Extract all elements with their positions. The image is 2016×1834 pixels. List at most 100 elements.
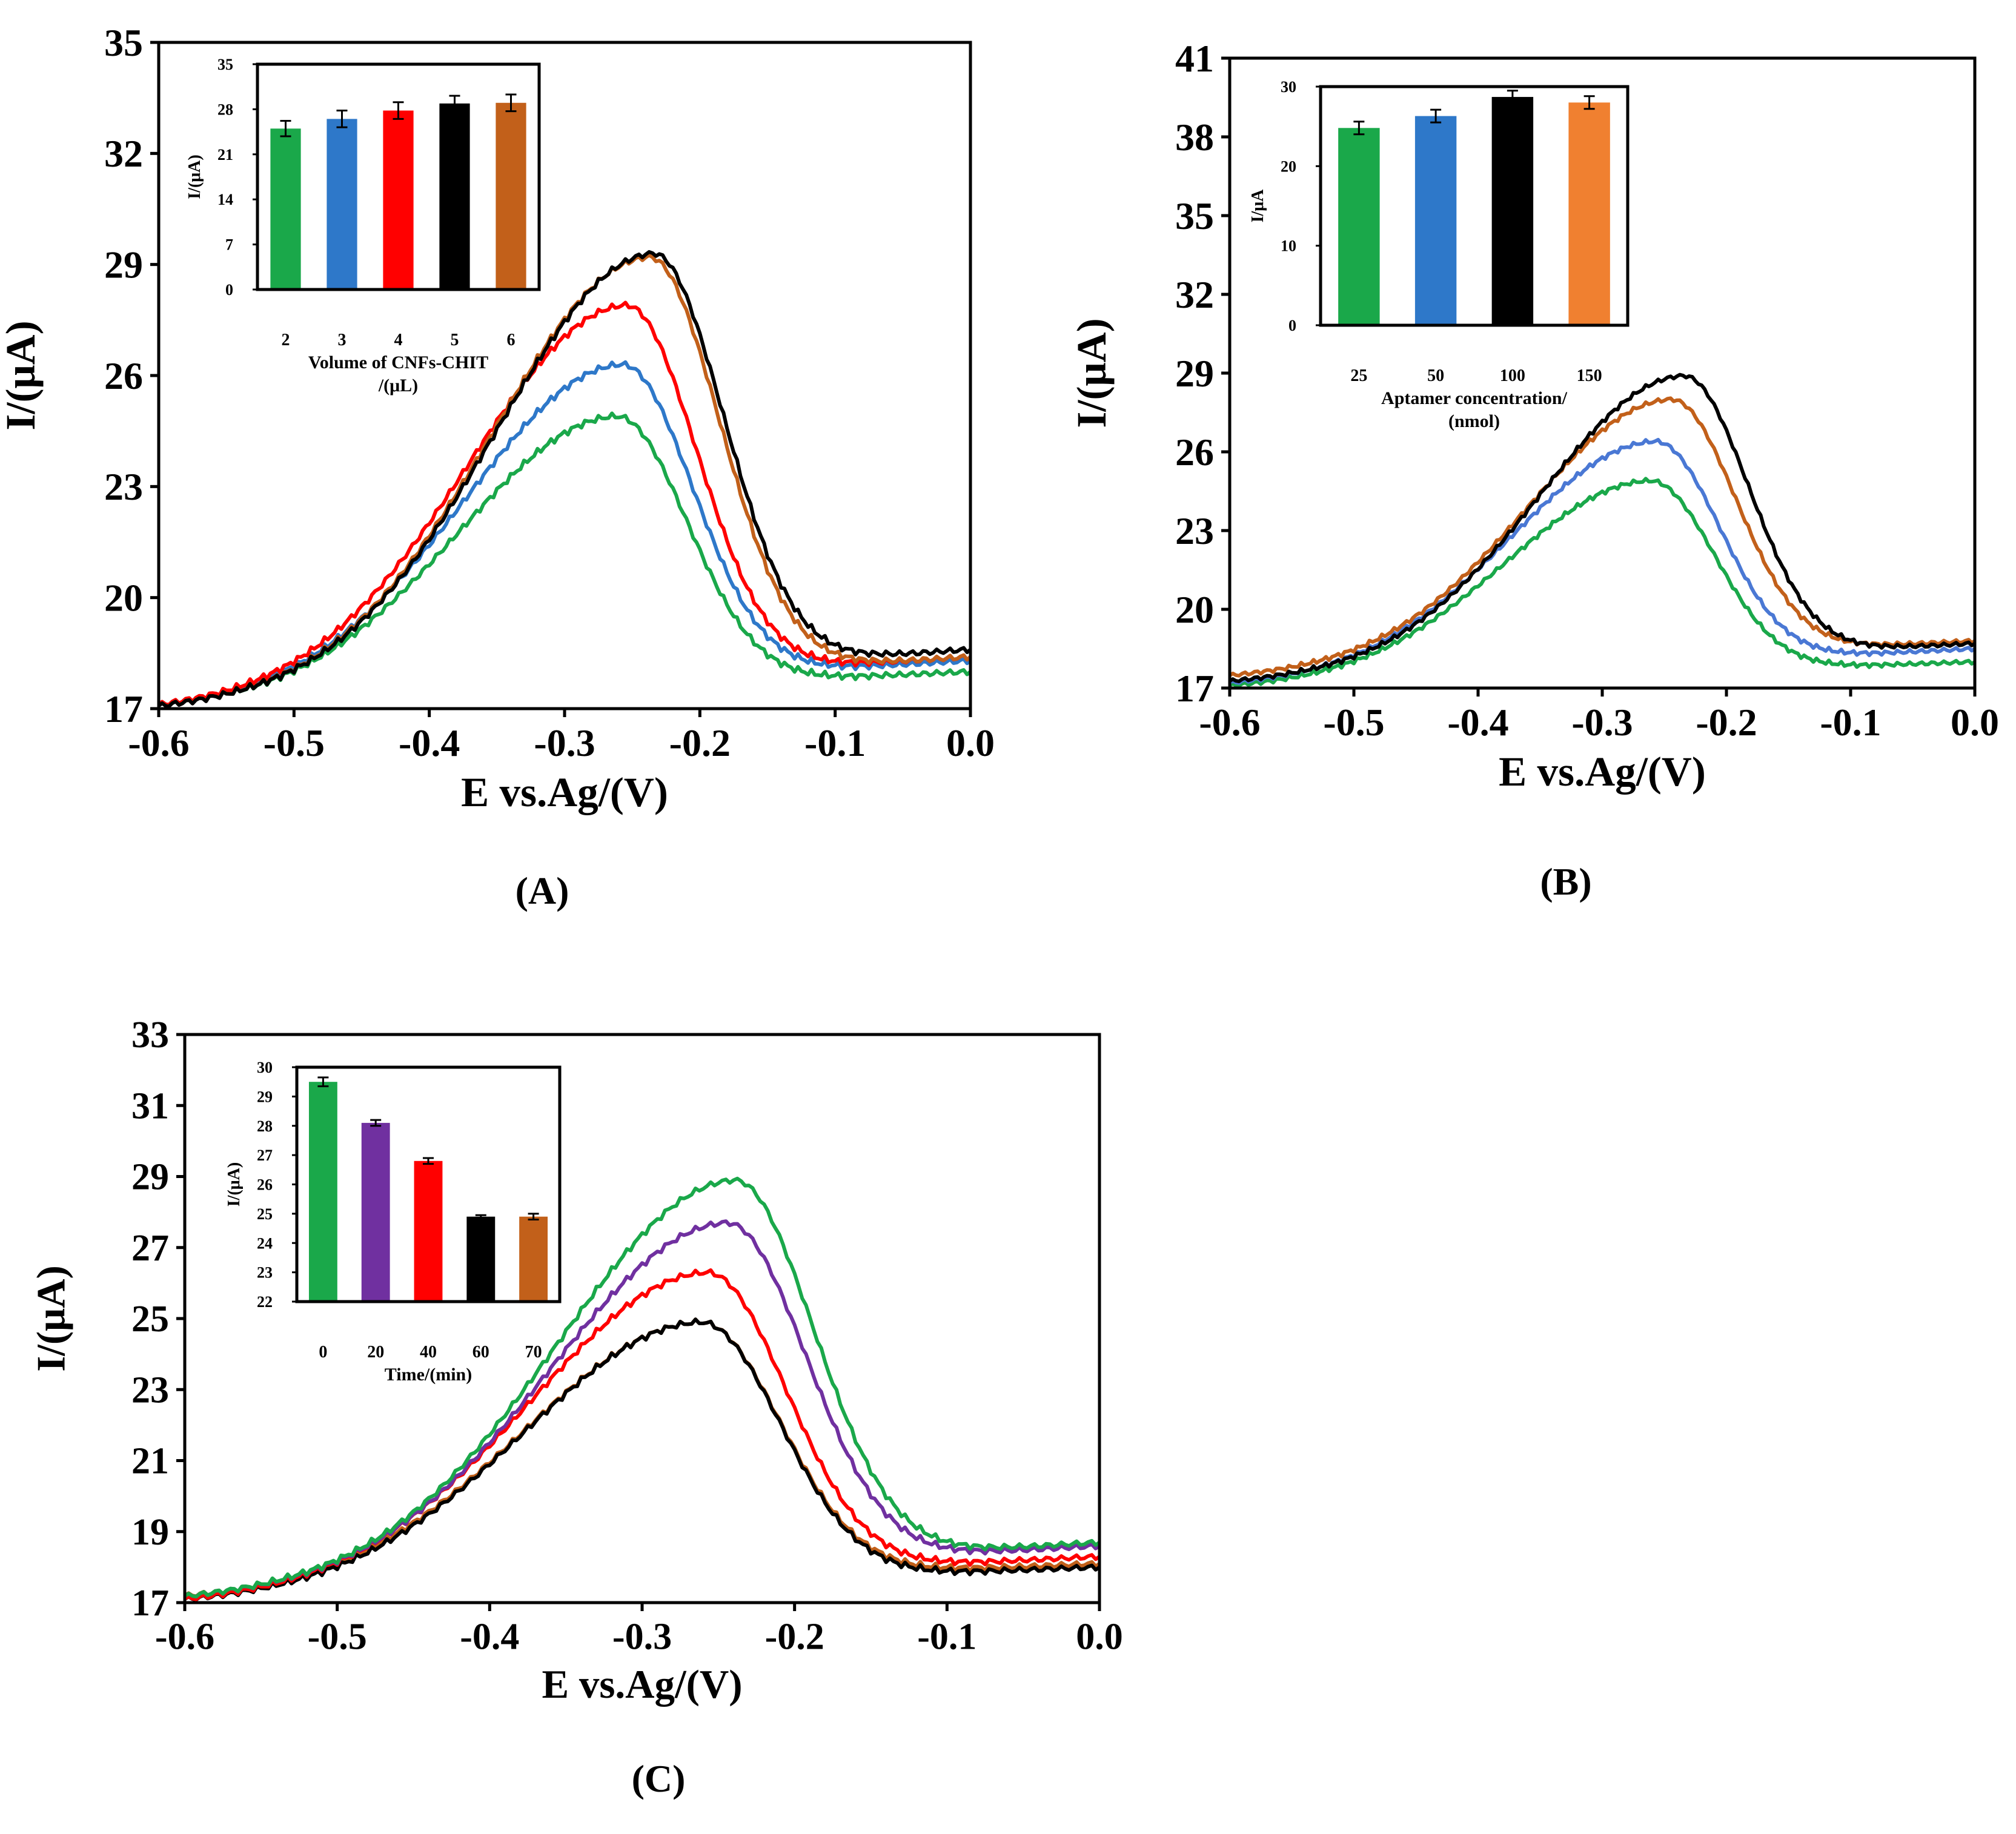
panel-label: (A) (516, 869, 569, 912)
inset-bar-70 (519, 1216, 548, 1302)
y-tick-label: 19 (131, 1512, 169, 1553)
inset-bar-3 (327, 119, 357, 290)
y-tick-label: 29 (131, 1157, 169, 1198)
inset-x-tick-label: 20 (367, 1343, 384, 1362)
x-tick-label: -0.4 (460, 1617, 519, 1658)
x-tick-label: -0.2 (1696, 701, 1757, 744)
series-line-4 (158, 300, 972, 707)
inset-y-axis-label: I/(μA) (185, 154, 204, 199)
x-axis-label: E vs.Ag/(V) (542, 1662, 742, 1707)
inset-y-tick-label: 28 (217, 101, 233, 118)
x-tick-label: -0.5 (264, 721, 325, 764)
x-axis-label: E vs.Ag/(V) (1499, 748, 1706, 795)
inset-bar-20 (361, 1122, 390, 1302)
inset-y-tick-label: 7 (225, 236, 233, 254)
inset-y-tick-label: 23 (257, 1264, 273, 1282)
inset-bar-6 (496, 102, 526, 290)
inset-x-axis-label: Volume of CNFs-CHIT (308, 353, 488, 372)
inset-frame (1319, 85, 1630, 327)
panel-label: (C) (632, 1757, 686, 1800)
inset-x-axis-label: Time/(min) (385, 1365, 472, 1385)
series-line-25 (1228, 477, 1976, 688)
y-tick-label: 26 (1175, 431, 1214, 474)
y-tick-label: 17 (104, 687, 143, 730)
inset-bar-chart: 25 50 100 150 0 10 20 30 Aptamer concentration/ (… (1248, 78, 1630, 431)
x-tick-label: -0.1 (917, 1617, 976, 1658)
y-tick-label: 31 (131, 1085, 169, 1127)
inset-y-tick-label: 27 (257, 1147, 273, 1164)
x-tick-label: 0.0 (946, 721, 995, 764)
x-tick-label: -0.1 (804, 721, 866, 764)
inset-bar-50 (1414, 116, 1457, 326)
inset-y-tick-label: 21 (217, 146, 233, 164)
y-tick-label: 41 (1175, 37, 1214, 80)
y-axis-label: I/(μA) (1068, 318, 1115, 428)
inset-bar-100 (1491, 97, 1534, 325)
inset-x-tick-label: 25 (1350, 366, 1367, 385)
inset-y-tick-label: 25 (257, 1205, 273, 1223)
x-tick-label: -0.6 (128, 721, 189, 764)
inset-x-tick-label: 40 (420, 1343, 437, 1362)
x-tick-label: -0.4 (1447, 701, 1508, 744)
series-line-150 (1228, 396, 1976, 678)
inset-y-tick-label: 10 (1281, 237, 1296, 255)
inset-y-tick-label: 29 (257, 1088, 273, 1105)
inset-x-axis-label-line2: (nmol) (1448, 411, 1500, 431)
inset-bar-chart: 2 3 4 5 6 0 7 14 21 28 35 Volume of CNFs-CHIT /(μL) I… (185, 56, 541, 396)
inset-x-tick-label: 4 (394, 331, 403, 349)
inset-x-tick-label: 100 (1500, 366, 1525, 385)
y-tick-label: 23 (1175, 509, 1214, 552)
panel-b: 17 20 23 26 29 32 35 38 41 -0.6 -0.5 -0.4 -0.3 -0.2 -0… (1068, 37, 1999, 903)
x-tick-label: -0.2 (765, 1617, 824, 1658)
inset-x-axis-label-line2: /(μL) (378, 376, 418, 396)
panel-c: 17 19 21 23 25 27 29 31 33 -0.6 -0.5 -0.4 -0.3 -0.2 -0… (29, 1015, 1123, 1800)
y-axis-label: I/(μA) (29, 1265, 74, 1372)
y-tick-label: 32 (104, 132, 143, 175)
inset-y-tick-label: 24 (257, 1234, 273, 1252)
x-tick-label: 0.0 (1076, 1617, 1123, 1658)
x-tick-label: -0.5 (308, 1617, 367, 1658)
series-line-5 (158, 250, 972, 709)
inset-frame (256, 62, 541, 291)
x-axis-label: E vs.Ag/(V) (461, 769, 668, 815)
inset-x-tick-label: 70 (525, 1343, 542, 1362)
y-tick-label: 27 (131, 1228, 169, 1269)
y-tick-label: 20 (1175, 588, 1214, 631)
y-tick-label: 26 (104, 354, 143, 397)
inset-x-tick-label: 150 (1577, 366, 1602, 385)
inset-bar-40 (414, 1160, 443, 1302)
y-tick-label: 17 (131, 1583, 169, 1624)
inset-y-axis-label: I/μA (1248, 189, 1267, 223)
inset-bar-5 (439, 103, 470, 290)
series-line-60 (184, 1317, 1101, 1602)
inset-y-tick-label: 14 (217, 191, 233, 208)
inset-y-tick-label: 28 (257, 1117, 273, 1135)
inset-y-tick-label: 0 (225, 281, 233, 299)
y-tick-label: 29 (104, 243, 143, 286)
y-tick-label: 32 (1175, 273, 1214, 316)
y-tick-label: 38 (1175, 116, 1214, 159)
x-tick-label: -0.6 (1199, 701, 1260, 744)
y-tick-label: 23 (131, 1369, 169, 1411)
inset-x-tick-label: 50 (1427, 366, 1444, 385)
y-tick-label: 23 (104, 465, 143, 508)
inset-y-tick-label: 20 (1281, 157, 1296, 175)
series-line-3 (158, 360, 972, 707)
panel-label: (B) (1540, 860, 1591, 903)
series-line-100 (1228, 372, 1976, 683)
y-tick-label: 21 (131, 1441, 169, 1482)
inset-bar-4 (383, 110, 414, 290)
x-tick-label: -0.2 (669, 721, 731, 764)
inset-bar-2 (270, 128, 301, 290)
y-tick-label: 35 (104, 21, 143, 64)
inset-y-tick-label: 35 (217, 56, 233, 73)
y-axis-label: I/(μA) (0, 320, 44, 430)
inset-x-tick-label: 6 (507, 331, 516, 349)
x-tick-label: -0.5 (1323, 701, 1384, 744)
y-tick-label: 17 (1175, 667, 1214, 710)
series-line-0 (184, 1176, 1101, 1599)
inset-bar-60 (466, 1216, 496, 1302)
y-tick-label: 20 (104, 576, 143, 619)
